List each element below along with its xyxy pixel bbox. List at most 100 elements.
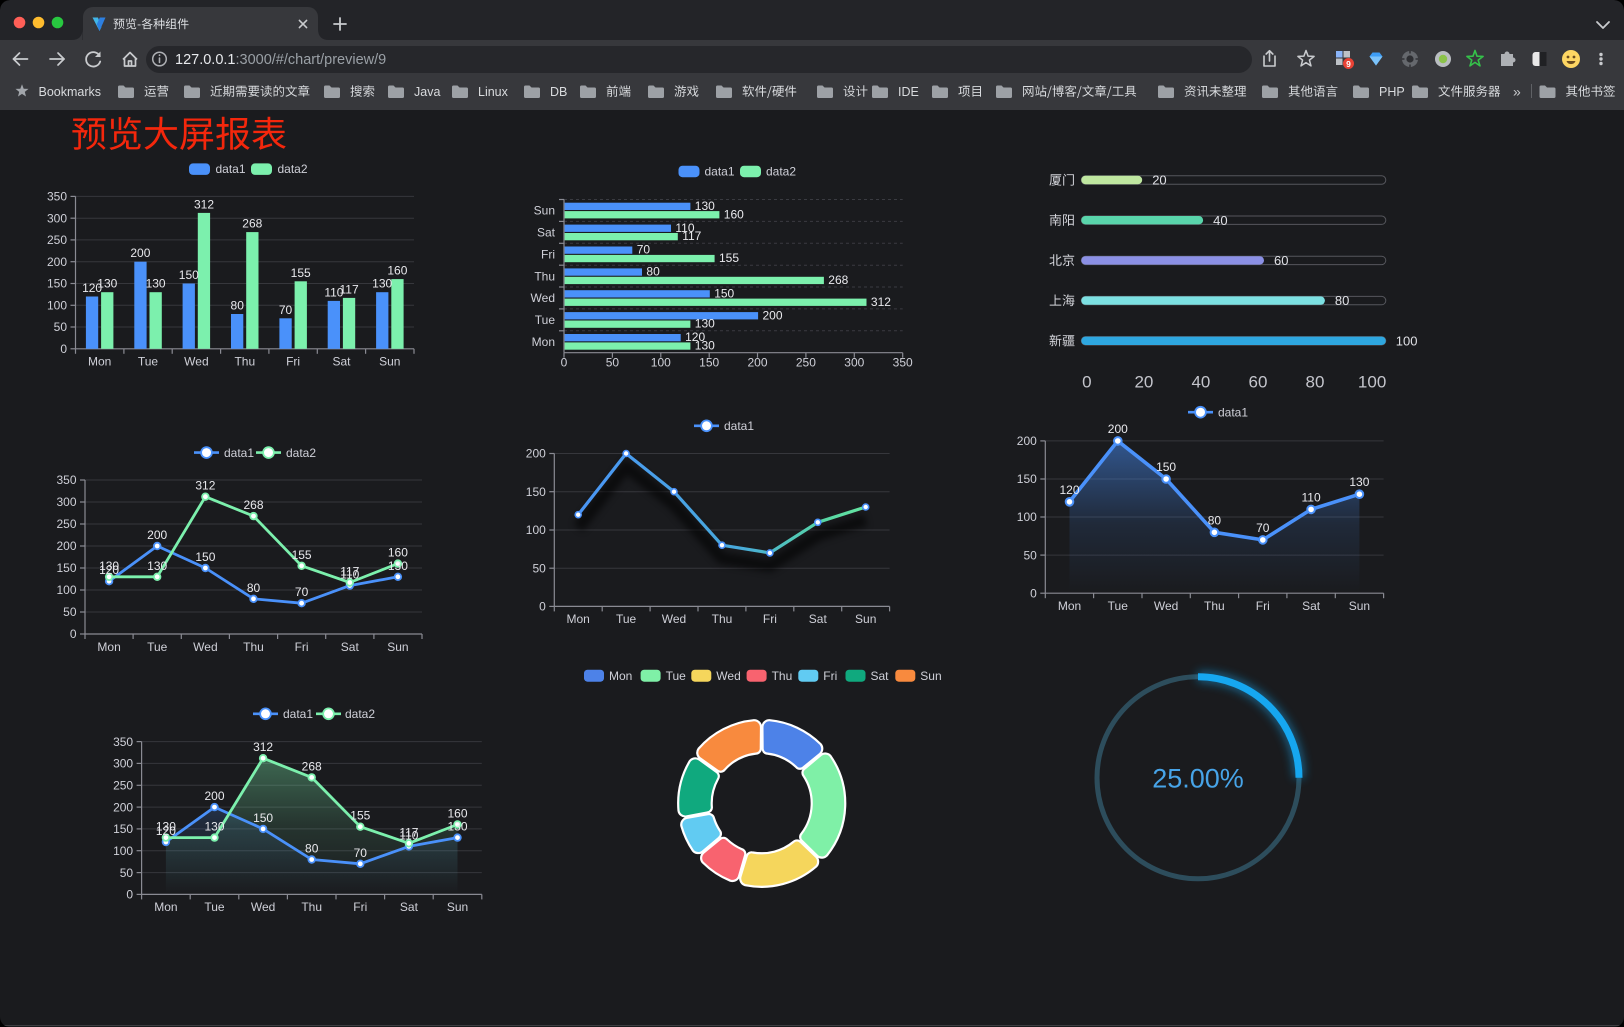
svg-text:Fri: Fri — [763, 612, 777, 626]
svg-text:Wed: Wed — [1154, 599, 1178, 613]
svg-text:200: 200 — [56, 539, 76, 553]
svg-text:150: 150 — [47, 277, 67, 291]
svg-text:50: 50 — [1023, 548, 1037, 562]
svg-text:25.00%: 25.00% — [1152, 764, 1244, 794]
svg-text:Java: Java — [414, 85, 440, 99]
svg-text:Wed: Wed — [251, 900, 275, 914]
svg-text:Sun: Sun — [855, 612, 876, 626]
svg-text:Wed: Wed — [531, 291, 555, 305]
svg-text:Sat: Sat — [341, 640, 360, 654]
svg-text:0: 0 — [561, 356, 568, 370]
svg-text:40: 40 — [1213, 213, 1227, 228]
svg-text:0: 0 — [126, 888, 133, 902]
svg-text:127.0.0.1:3000/#/chart/preview: 127.0.0.1:3000/#/chart/preview/9 — [175, 52, 386, 68]
svg-text:200: 200 — [130, 246, 150, 260]
svg-text:data1: data1 — [224, 446, 254, 460]
svg-text:Wed: Wed — [184, 355, 208, 369]
svg-text:250: 250 — [47, 233, 67, 247]
svg-text:Thu: Thu — [243, 640, 264, 654]
svg-text:120: 120 — [1059, 483, 1079, 497]
svg-text:Sat: Sat — [871, 669, 890, 683]
svg-text:250: 250 — [113, 779, 133, 793]
svg-text:50: 50 — [63, 605, 77, 619]
svg-text:117: 117 — [340, 565, 359, 579]
svg-text:100: 100 — [47, 299, 67, 313]
svg-text:110: 110 — [675, 221, 694, 235]
svg-text:130: 130 — [97, 277, 117, 291]
svg-text:150: 150 — [113, 822, 133, 836]
svg-text:Linux: Linux — [478, 85, 509, 99]
svg-text:Fri: Fri — [823, 669, 837, 683]
svg-text:50: 50 — [54, 320, 68, 334]
svg-text:312: 312 — [871, 295, 891, 309]
svg-text:Thu: Thu — [234, 355, 255, 369]
svg-text:100: 100 — [113, 844, 133, 858]
svg-text:100: 100 — [651, 356, 671, 370]
svg-text:130: 130 — [695, 317, 715, 331]
svg-text:DB: DB — [550, 85, 567, 99]
svg-text:Tue: Tue — [138, 355, 159, 369]
svg-text:Sat: Sat — [809, 612, 828, 626]
svg-text:150: 150 — [179, 268, 199, 282]
svg-text:200: 200 — [526, 447, 546, 461]
svg-text:Fri: Fri — [295, 640, 309, 654]
svg-text:130: 130 — [388, 559, 408, 573]
svg-text:110: 110 — [1302, 490, 1321, 504]
svg-text:120: 120 — [685, 330, 705, 344]
svg-text:155: 155 — [350, 809, 370, 823]
svg-text:120: 120 — [156, 824, 176, 838]
svg-text:350: 350 — [56, 473, 76, 487]
svg-text:130: 130 — [99, 559, 119, 573]
svg-text:Mon: Mon — [609, 669, 632, 683]
svg-text:250: 250 — [796, 356, 816, 370]
svg-text:80: 80 — [1335, 293, 1349, 308]
svg-text:Sun: Sun — [920, 669, 941, 683]
svg-text:Sun: Sun — [447, 900, 468, 914]
svg-text:data2: data2 — [286, 446, 316, 460]
svg-text:Fri: Fri — [286, 355, 300, 369]
svg-text:60: 60 — [1249, 373, 1268, 392]
svg-text:200: 200 — [747, 356, 767, 370]
svg-text:Bookmarks: Bookmarks — [39, 85, 102, 99]
svg-text:160: 160 — [387, 264, 407, 278]
svg-text:80: 80 — [247, 581, 261, 595]
svg-text:100: 100 — [56, 583, 76, 597]
svg-text:155: 155 — [292, 548, 312, 562]
svg-text:110: 110 — [324, 285, 343, 299]
svg-text:150: 150 — [253, 811, 273, 825]
svg-text:data2: data2 — [766, 165, 796, 179]
svg-text:130: 130 — [695, 199, 715, 213]
svg-text:0: 0 — [1030, 586, 1037, 600]
svg-text:Tue: Tue — [616, 612, 637, 626]
svg-text:40: 40 — [1191, 373, 1210, 392]
svg-text:200: 200 — [204, 789, 224, 803]
svg-text:data2: data2 — [345, 707, 375, 721]
svg-text:160: 160 — [724, 207, 744, 221]
svg-text:Wed: Wed — [193, 640, 217, 654]
svg-text:Mon: Mon — [88, 355, 111, 369]
svg-text:Thu: Thu — [772, 669, 793, 683]
svg-text:150: 150 — [195, 550, 215, 564]
svg-text:160: 160 — [447, 807, 467, 821]
svg-text:data1: data1 — [216, 162, 246, 176]
svg-text:300: 300 — [113, 757, 133, 771]
svg-text:200: 200 — [763, 308, 783, 322]
svg-text:Sun: Sun — [387, 640, 408, 654]
svg-text:80: 80 — [646, 265, 660, 279]
svg-text:268: 268 — [828, 273, 848, 287]
svg-text:Fri: Fri — [541, 247, 555, 261]
svg-text:Sun: Sun — [1349, 599, 1370, 613]
svg-text:300: 300 — [844, 356, 864, 370]
svg-text:data1: data1 — [724, 419, 754, 433]
svg-text:100: 100 — [1017, 510, 1037, 524]
svg-text:Thu: Thu — [712, 612, 733, 626]
svg-text:Wed: Wed — [716, 669, 740, 683]
svg-text:20: 20 — [1134, 373, 1153, 392]
svg-text:Mon: Mon — [154, 900, 177, 914]
svg-text:Sat: Sat — [537, 226, 556, 240]
svg-text:250: 250 — [56, 517, 76, 531]
svg-text:130: 130 — [372, 277, 392, 291]
svg-text:data2: data2 — [278, 162, 308, 176]
svg-text:0: 0 — [70, 627, 77, 641]
svg-text:300: 300 — [47, 211, 67, 225]
